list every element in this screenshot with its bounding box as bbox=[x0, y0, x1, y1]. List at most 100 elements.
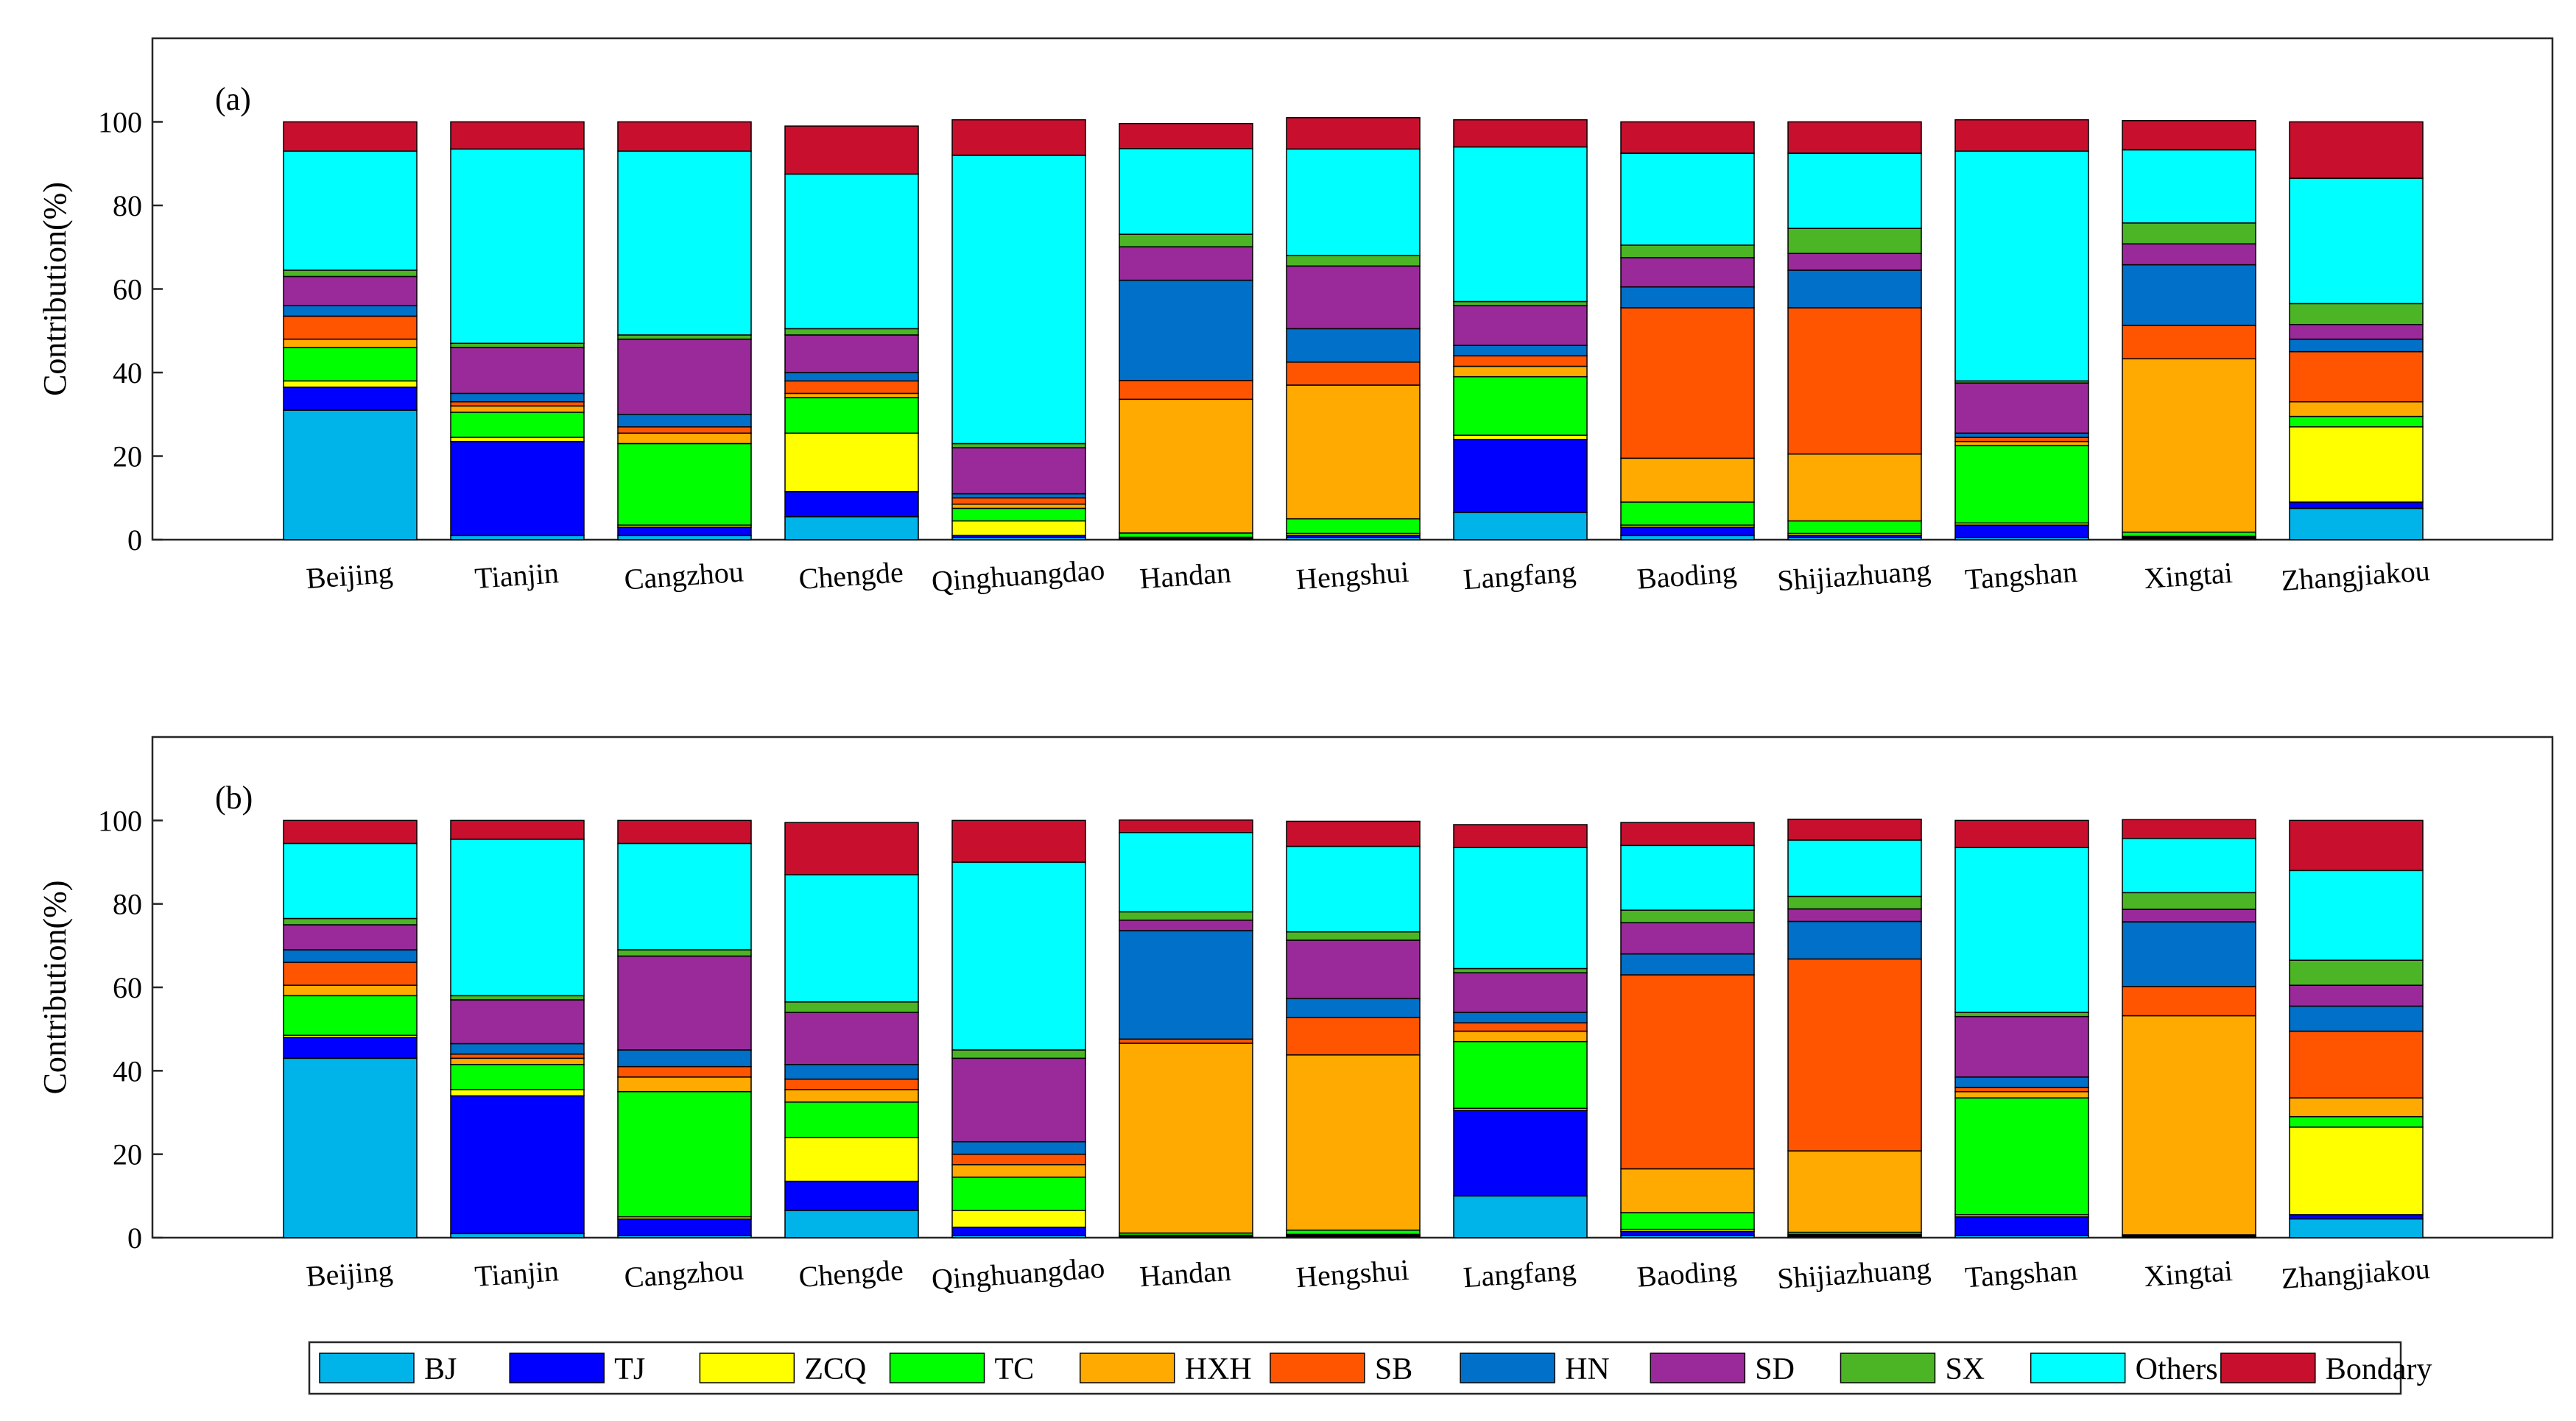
bar-segment-tc bbox=[784, 397, 919, 434]
bar-segment-sx bbox=[1620, 909, 1755, 923]
bar-segment-others bbox=[450, 839, 585, 997]
bar-segment-sb bbox=[1286, 1017, 1421, 1056]
x-tick-label: Xingtai bbox=[2143, 556, 2234, 595]
x-tick-label: Chengde bbox=[798, 555, 904, 596]
bar-segment-sd bbox=[450, 999, 585, 1045]
bar-segment-sb bbox=[784, 1078, 919, 1090]
bar-segment-sx bbox=[1119, 233, 1253, 247]
bar-segment-zcq bbox=[784, 1137, 919, 1182]
bar-segment-others bbox=[1954, 150, 2089, 382]
x-tick-label: Beijing bbox=[305, 556, 394, 595]
x-tick-label: Tianjin bbox=[474, 556, 560, 595]
bar-segment-hn bbox=[2289, 338, 2424, 353]
bar-segment-sx bbox=[1286, 931, 1421, 941]
bar-segment-sx bbox=[1286, 255, 1421, 267]
bar-segment-sb bbox=[450, 1053, 585, 1059]
y-tick-label: 100 bbox=[98, 804, 142, 837]
bar-segment-sd bbox=[1620, 257, 1755, 288]
bar-segment-hxh bbox=[1620, 1168, 1755, 1213]
bar-segment-bj bbox=[784, 516, 919, 540]
bar-segment-bondary bbox=[1620, 121, 1755, 154]
bar-segment-bj bbox=[1453, 512, 1588, 540]
bar-segment-bondary bbox=[784, 125, 919, 175]
bar-segment-others bbox=[2122, 837, 2256, 894]
bar-segment-tj bbox=[1620, 1230, 1755, 1236]
bar-segment-tj bbox=[617, 1218, 752, 1236]
bar-segment-bondary bbox=[2122, 120, 2256, 151]
bar-segment-sd bbox=[617, 955, 752, 1051]
bar-segment-hn bbox=[1620, 286, 1755, 308]
bar-segment-tc bbox=[2289, 1115, 2424, 1128]
bar-segment-bondary bbox=[1787, 121, 1922, 154]
legend-swatch-tj bbox=[509, 1353, 605, 1383]
bar-segment-sx bbox=[1453, 967, 1588, 973]
bar-segment-hxh bbox=[1453, 365, 1588, 378]
bar-segment-sd bbox=[1787, 253, 1922, 271]
bar-segment-hn bbox=[450, 392, 585, 403]
bar-segment-sx bbox=[1787, 228, 1922, 255]
bar-segment-hn bbox=[2289, 1005, 2424, 1032]
bar-segment-bj bbox=[283, 409, 418, 540]
bar-segment-bondary bbox=[1453, 824, 1588, 848]
bar-segment-tc bbox=[617, 442, 752, 526]
bar-segment-hxh bbox=[450, 405, 585, 413]
x-tick-label: Shijiazhuang bbox=[1776, 554, 1932, 597]
bar-segment-sx bbox=[450, 995, 585, 1001]
bar-segment-tj bbox=[617, 526, 752, 537]
bar-segment-bondary bbox=[283, 121, 418, 152]
x-tick-label: Handan bbox=[1139, 556, 1232, 596]
bar-segment-hn bbox=[1119, 930, 1253, 1040]
bar-segment-sx bbox=[450, 342, 585, 348]
legend-swatch-tc bbox=[889, 1353, 985, 1383]
bar-segment-sd bbox=[617, 338, 752, 415]
bar-segment-sb bbox=[1453, 355, 1588, 367]
bar-segment-zcq bbox=[2289, 1126, 2424, 1216]
legend-swatch-sd bbox=[1650, 1353, 1746, 1383]
bar-segment-sx bbox=[1620, 244, 1755, 258]
y-tick-label: 40 bbox=[113, 1054, 142, 1087]
bar-segment-hxh bbox=[951, 504, 1086, 509]
bar-segment-bondary bbox=[617, 819, 752, 845]
legend-label-sd: SD bbox=[1755, 1353, 1795, 1386]
bar-segment-tc bbox=[1954, 1097, 2089, 1216]
bar-segment-sx bbox=[1954, 1012, 2089, 1018]
bar-segment-tc bbox=[1453, 1040, 1588, 1110]
bar-segment-hn bbox=[951, 1140, 1086, 1155]
bar-segment-tc bbox=[1954, 445, 2089, 524]
bar-segment-tj bbox=[1954, 1216, 2089, 1236]
bar-segment-others bbox=[617, 842, 752, 951]
bar-segment-tj bbox=[283, 1037, 418, 1059]
bar-segment-sb bbox=[617, 426, 752, 434]
bar-segment-bondary bbox=[2122, 819, 2256, 839]
panel-b: 0 20 40 60 80 100 Contribution(%) (b) Beijing Tia… bbox=[37, 736, 2554, 1296]
legend-label-tj: TJ bbox=[614, 1353, 645, 1386]
bar-segment-bondary bbox=[784, 822, 919, 875]
x-tick-label: Baoding bbox=[1636, 555, 1737, 595]
bar-segment-sx bbox=[2289, 303, 2424, 325]
bar-segment-hxh bbox=[784, 1089, 919, 1103]
y-tick-label: 20 bbox=[113, 1138, 142, 1171]
bar-segment-others bbox=[2122, 149, 2256, 224]
bar-segment-sx bbox=[1787, 895, 1922, 910]
bar-segment-sx bbox=[1453, 300, 1588, 306]
bar-segment-others bbox=[2289, 177, 2424, 305]
y-tick-label: 0 bbox=[127, 1221, 142, 1255]
bar-segment-bj bbox=[283, 1057, 418, 1238]
legend: BJ TJ ZCQ TC HXH SB HN SD SX Others Bondary bbox=[308, 1341, 2432, 1395]
bar-segment-hn bbox=[784, 1064, 919, 1080]
bar-segment-hn bbox=[1286, 328, 1421, 363]
bar-segment-tc bbox=[617, 1090, 752, 1218]
y-tick-label: 100 bbox=[98, 106, 142, 139]
bar-segment-hn bbox=[1119, 279, 1253, 381]
bar-segment-bondary bbox=[1954, 119, 2089, 152]
y-tick-label: 0 bbox=[127, 523, 142, 557]
bar-segment-bj bbox=[784, 1210, 919, 1238]
bar-segment-bj bbox=[450, 535, 585, 540]
bar-segment-hxh bbox=[1787, 453, 1922, 522]
bar-segment-tc bbox=[951, 507, 1086, 522]
bar-segment-hn bbox=[283, 305, 418, 317]
legend-label-bj: BJ bbox=[424, 1353, 457, 1386]
legend-swatch-hxh bbox=[1079, 1353, 1175, 1383]
bar-segment-sx bbox=[2122, 222, 2256, 244]
